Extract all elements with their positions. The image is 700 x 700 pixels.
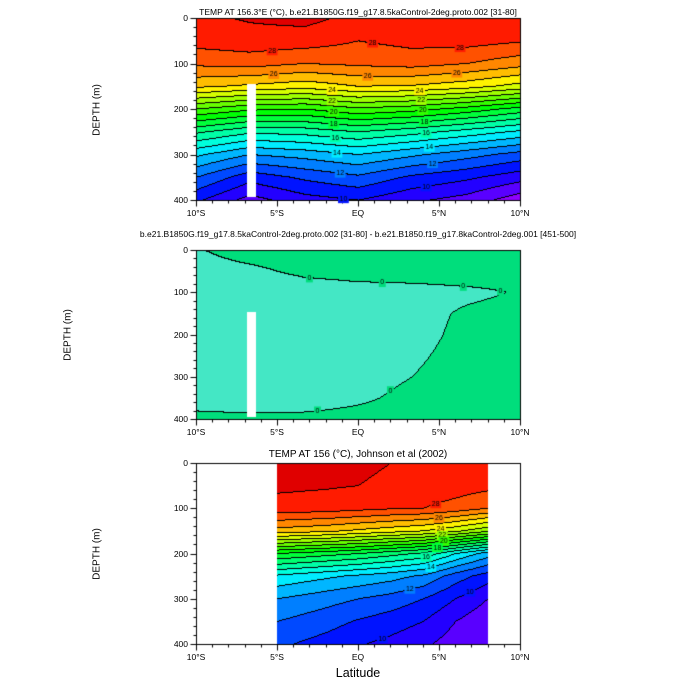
y-tick-label: 300 [173, 593, 188, 604]
x-tick-label: 10°N [510, 652, 530, 662]
x-tick-label: 10°S [186, 208, 206, 218]
x-tick-label: EQ [351, 208, 365, 218]
y-tick-label: 300 [173, 149, 188, 160]
y-tick-label: 0 [183, 13, 188, 23]
x-tick-label: 5°S [270, 652, 284, 662]
x-tick-label: 5°N [431, 427, 447, 437]
y-tick-label: 100 [173, 503, 188, 514]
panel3-depth-axis-label: DEPTH (m) [91, 528, 103, 580]
y-tick-label: 200 [173, 104, 188, 114]
y-tick-label: 100 [173, 287, 188, 298]
panel1-contour-canvas [186, 8, 531, 211]
x-tick-label: 5°N [431, 208, 447, 218]
panel2-depth-axis-label: DEPTH (m) [62, 309, 74, 361]
x-tick-label: 10°N [510, 208, 530, 218]
x-tick-label: 5°S [270, 427, 284, 437]
panel2-contour-canvas [186, 240, 531, 430]
y-tick-label: 100 [173, 58, 188, 69]
y-tick-label: 400 [173, 639, 188, 649]
panel2-title: b.e21.B1850G.f19_g17.8.5kaControl-2deg.p… [139, 229, 577, 239]
y-tick-label: 300 [173, 371, 188, 382]
y-tick-label: 0 [183, 245, 188, 255]
x-tick-label: 5°N [431, 652, 447, 662]
y-tick-label: 200 [173, 329, 188, 340]
x-tick-label: 10°S [186, 652, 206, 662]
panel1-depth-axis-label: DEPTH (m) [91, 84, 103, 136]
y-tick-label: 400 [173, 195, 188, 205]
x-tick-label: EQ [351, 652, 365, 662]
x-tick-label: 10°N [510, 427, 530, 437]
x-tick-label: EQ [351, 427, 365, 437]
x-tick-label: 10°S [186, 427, 206, 437]
y-tick-label: 0 [183, 458, 188, 468]
latitude-axis-label: Latitude [335, 666, 381, 680]
panel3-contour-canvas [186, 453, 531, 655]
y-tick-label: 200 [173, 548, 188, 559]
y-tick-label: 400 [173, 414, 188, 424]
x-tick-label: 5°S [270, 208, 284, 218]
